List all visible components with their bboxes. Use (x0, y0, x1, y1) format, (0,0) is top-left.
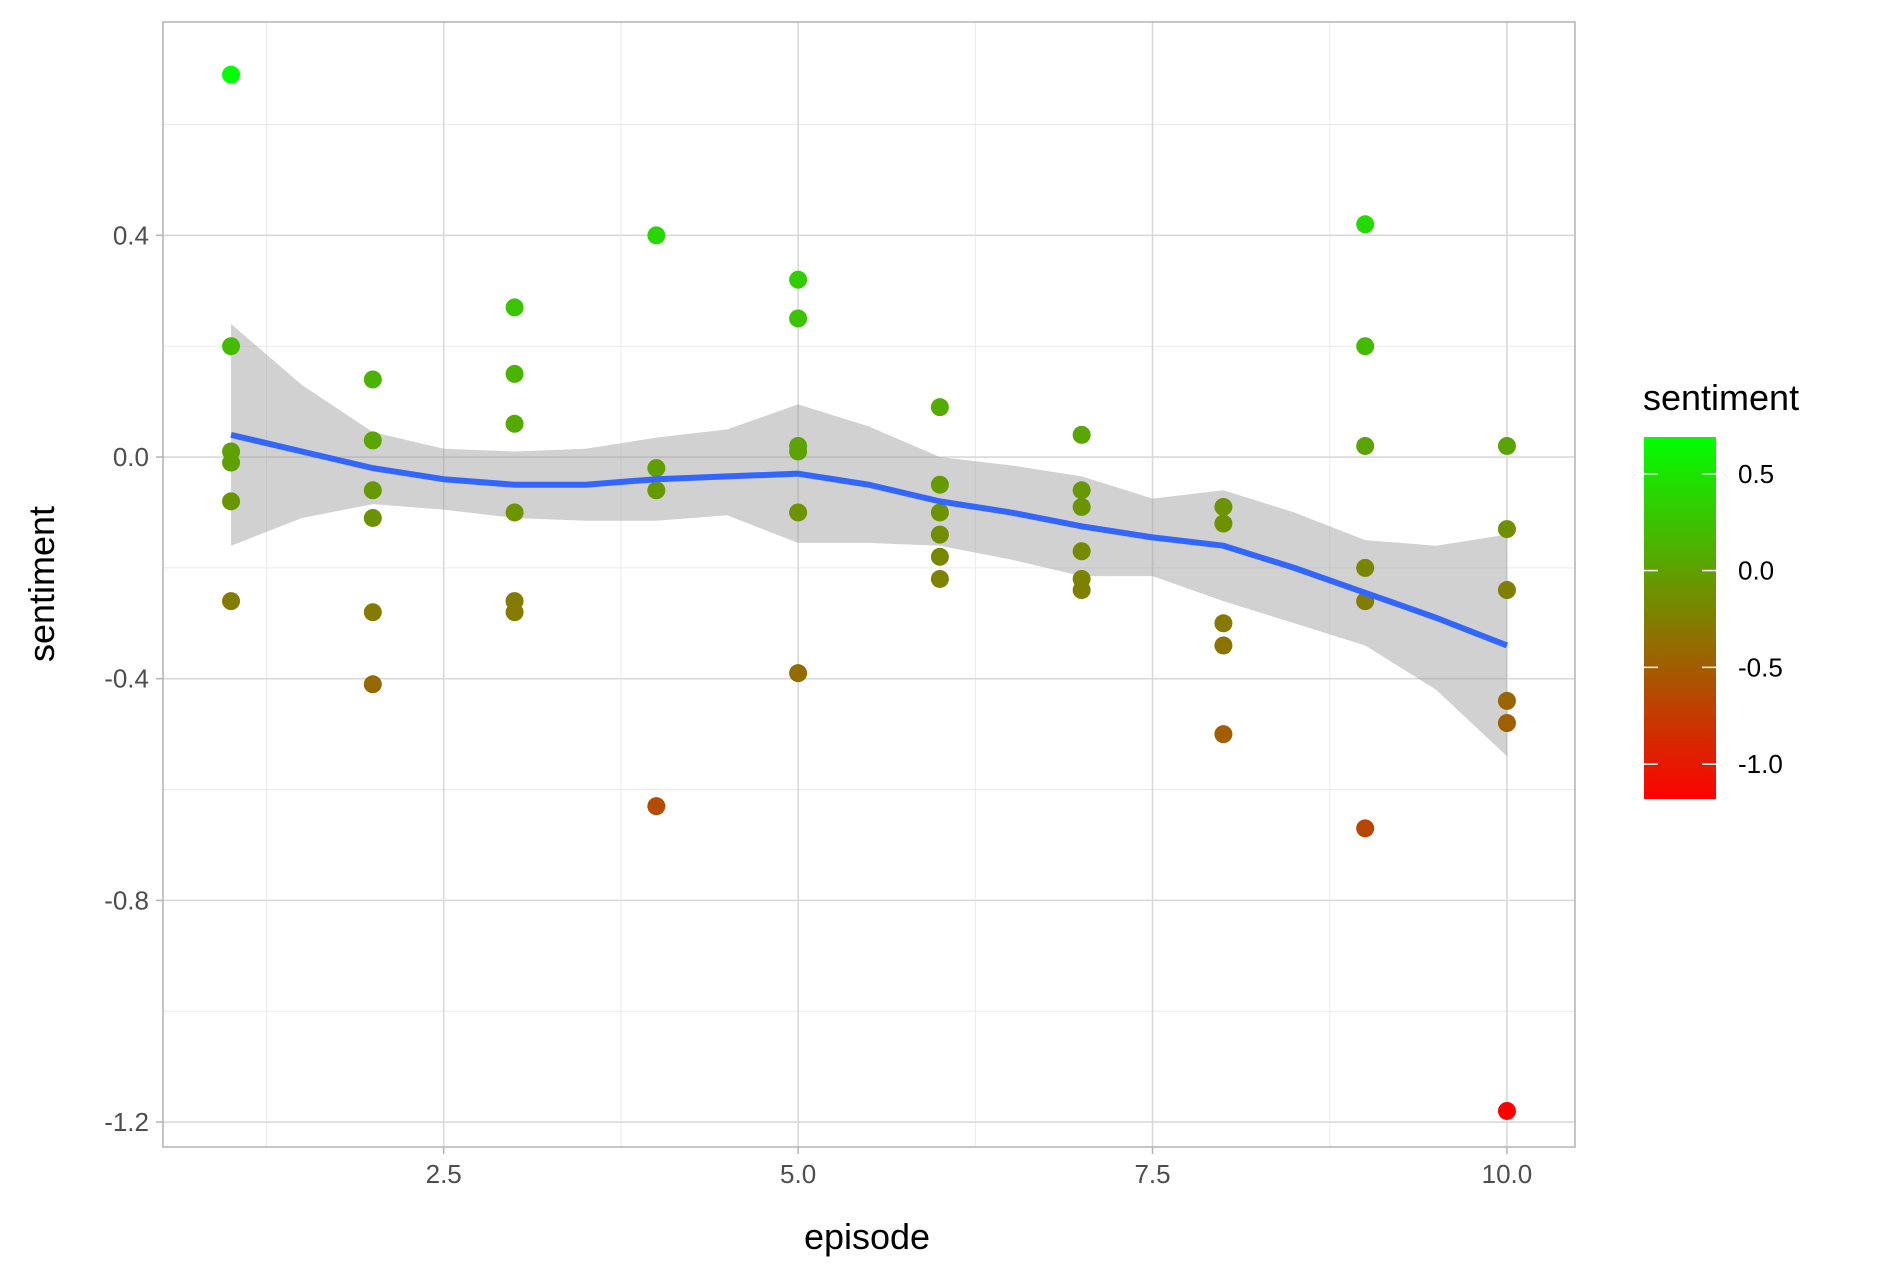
x-tick-label: 10.0 (1482, 1159, 1533, 1189)
legend-title: sentiment (1643, 377, 1799, 418)
data-point (1497, 1101, 1516, 1120)
legend-colorbar (1644, 437, 1716, 799)
data-point (1356, 337, 1375, 356)
data-point (930, 475, 949, 494)
data-point (647, 481, 666, 500)
smooth-line (230, 431, 1509, 649)
data-point (1497, 436, 1516, 455)
data-point (505, 298, 524, 317)
data-point (222, 337, 241, 356)
data-point (1214, 514, 1233, 533)
data-point (1497, 581, 1516, 600)
x-tick-label: 7.5 (1134, 1159, 1170, 1189)
legend-tick-label: 0.0 (1738, 556, 1774, 586)
data-point (363, 481, 382, 500)
y-tick-label: -0.8 (104, 885, 149, 915)
data-point (1214, 636, 1233, 655)
y-tick-label: 0.4 (113, 220, 149, 250)
y-axis-title: sentiment (21, 506, 62, 662)
y-tick-label: 0.0 (113, 442, 149, 472)
grid-major (163, 22, 1575, 1147)
data-point (1497, 520, 1516, 539)
data-point (1214, 614, 1233, 633)
x-axis-ticks: 2.5 5.0 7.5 10.0 (426, 1147, 1533, 1189)
data-point (1356, 558, 1375, 577)
legend-ticks: 0.5 0.0 -0.5 -1.0 (1644, 459, 1783, 779)
data-point (1497, 691, 1516, 710)
smooth-confidence-band (231, 324, 1507, 757)
data-point (930, 525, 949, 544)
data-point (789, 442, 808, 461)
data-point (647, 226, 666, 245)
data-point (363, 675, 382, 694)
smooth-confidence-band-layer (231, 324, 1507, 757)
legend-tick-label: -0.5 (1738, 652, 1783, 682)
data-point (1356, 819, 1375, 838)
data-point (647, 797, 666, 816)
legend-tick-label: -1.0 (1738, 749, 1783, 779)
data-point (505, 503, 524, 522)
data-point (1214, 497, 1233, 516)
data-points (222, 65, 1516, 1120)
data-point (222, 592, 241, 611)
data-point (363, 508, 382, 527)
data-point (930, 569, 949, 588)
data-point (222, 453, 241, 472)
data-point (789, 503, 808, 522)
x-tick-label: 5.0 (780, 1159, 816, 1189)
y-tick-label: -0.4 (104, 664, 149, 694)
data-point (363, 431, 382, 450)
data-point (505, 414, 524, 433)
data-point (647, 459, 666, 478)
plot-panel-border (162, 21, 1576, 1148)
x-tick-label: 2.5 (426, 1159, 462, 1189)
data-point (789, 664, 808, 683)
data-point (222, 492, 241, 511)
data-point (789, 309, 808, 328)
x-axis-title: episode (804, 1216, 930, 1257)
data-point (363, 603, 382, 622)
data-point (505, 364, 524, 383)
data-point (1072, 425, 1091, 444)
grid-minor (163, 22, 1575, 1147)
y-tick-label: -1.2 (104, 1107, 149, 1137)
data-point (930, 547, 949, 566)
data-point (1356, 215, 1375, 234)
data-point (930, 503, 949, 522)
legend-tick-label: 0.5 (1738, 459, 1774, 489)
data-point (1214, 725, 1233, 744)
data-point (1072, 497, 1091, 516)
data-point (222, 65, 241, 84)
data-point (789, 270, 808, 289)
data-point (1072, 481, 1091, 500)
data-point (505, 603, 524, 622)
y-axis-ticks: -1.2 -0.8 -0.4 0.0 0.4 (104, 220, 163, 1137)
data-point (930, 398, 949, 417)
data-point (1072, 542, 1091, 561)
data-point (1072, 581, 1091, 600)
data-point (1497, 714, 1516, 733)
data-point (1356, 436, 1375, 455)
smooth-line-layer (230, 431, 1509, 649)
data-point (363, 370, 382, 389)
color-legend: sentiment 0.5 0.0 -0.5 -1.0 (1643, 377, 1799, 799)
